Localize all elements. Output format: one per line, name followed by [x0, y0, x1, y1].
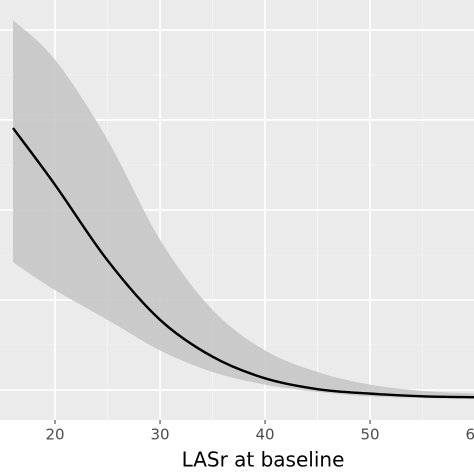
- x-tick-label: 20: [45, 426, 64, 444]
- x-tick-label: 60: [466, 426, 474, 444]
- line: [12, 127, 474, 399]
- confidence-band: [13, 20, 474, 400]
- x-tick-label: 50: [360, 426, 379, 444]
- x-tick-label: 40: [255, 426, 274, 444]
- x-tick-label: 30: [150, 426, 169, 444]
- x-axis-title: LASr at baseline: [182, 448, 345, 472]
